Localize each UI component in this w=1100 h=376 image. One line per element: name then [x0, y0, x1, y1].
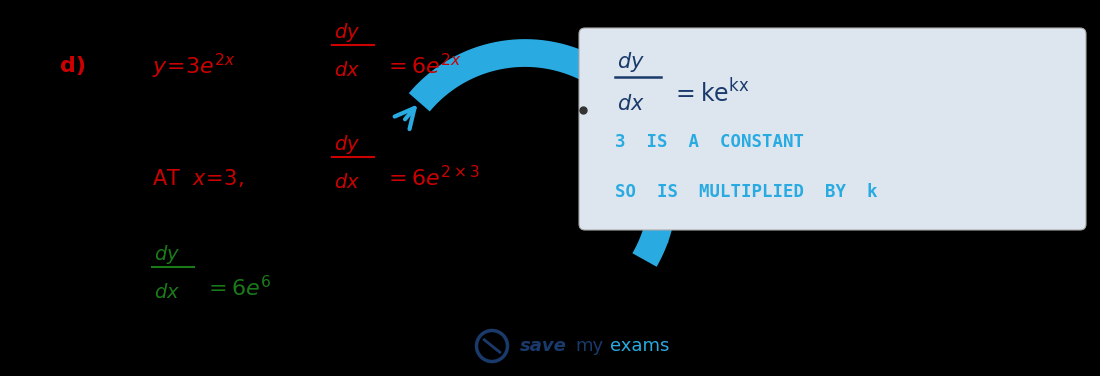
Text: $\mathit{dy}$: $\mathit{dy}$: [334, 133, 360, 156]
Text: exams: exams: [609, 337, 669, 355]
Text: $\mathrm{AT}\ \ x\!=\!3,$: $\mathrm{AT}\ \ x\!=\!3,$: [152, 167, 244, 189]
Text: $\mathit{dx}$: $\mathit{dx}$: [334, 61, 360, 80]
Text: save: save: [519, 337, 566, 355]
Text: $\mathit{dy}$: $\mathit{dy}$: [617, 50, 645, 74]
Text: $y\!=\!3e^{2x}$: $y\!=\!3e^{2x}$: [152, 52, 235, 80]
Text: $=6e^{2\times 3}$: $=6e^{2\times 3}$: [384, 165, 480, 191]
Text: $\mathit{dy}$: $\mathit{dy}$: [334, 21, 360, 44]
Text: $\mathit{dx}$: $\mathit{dx}$: [334, 173, 360, 192]
Text: $=6e^{6}$: $=6e^{6}$: [204, 275, 271, 300]
Text: $\mathit{dx}$: $\mathit{dx}$: [154, 283, 180, 302]
Text: d): d): [60, 56, 86, 76]
Text: $\mathit{dx}$: $\mathit{dx}$: [617, 94, 645, 114]
Text: $= \mathrm{ke}^{\mathrm{kx}}$: $= \mathrm{ke}^{\mathrm{kx}}$: [671, 79, 749, 107]
Text: 3  IS  A  CONSTANT: 3 IS A CONSTANT: [615, 133, 804, 151]
Text: my: my: [575, 337, 604, 355]
FancyBboxPatch shape: [579, 28, 1086, 230]
Text: SO  IS  MULTIPLIED  BY  k: SO IS MULTIPLIED BY k: [615, 183, 878, 201]
Text: $=6e^{2x}$: $=6e^{2x}$: [384, 53, 461, 79]
Text: $\mathit{dy}$: $\mathit{dy}$: [154, 243, 180, 266]
